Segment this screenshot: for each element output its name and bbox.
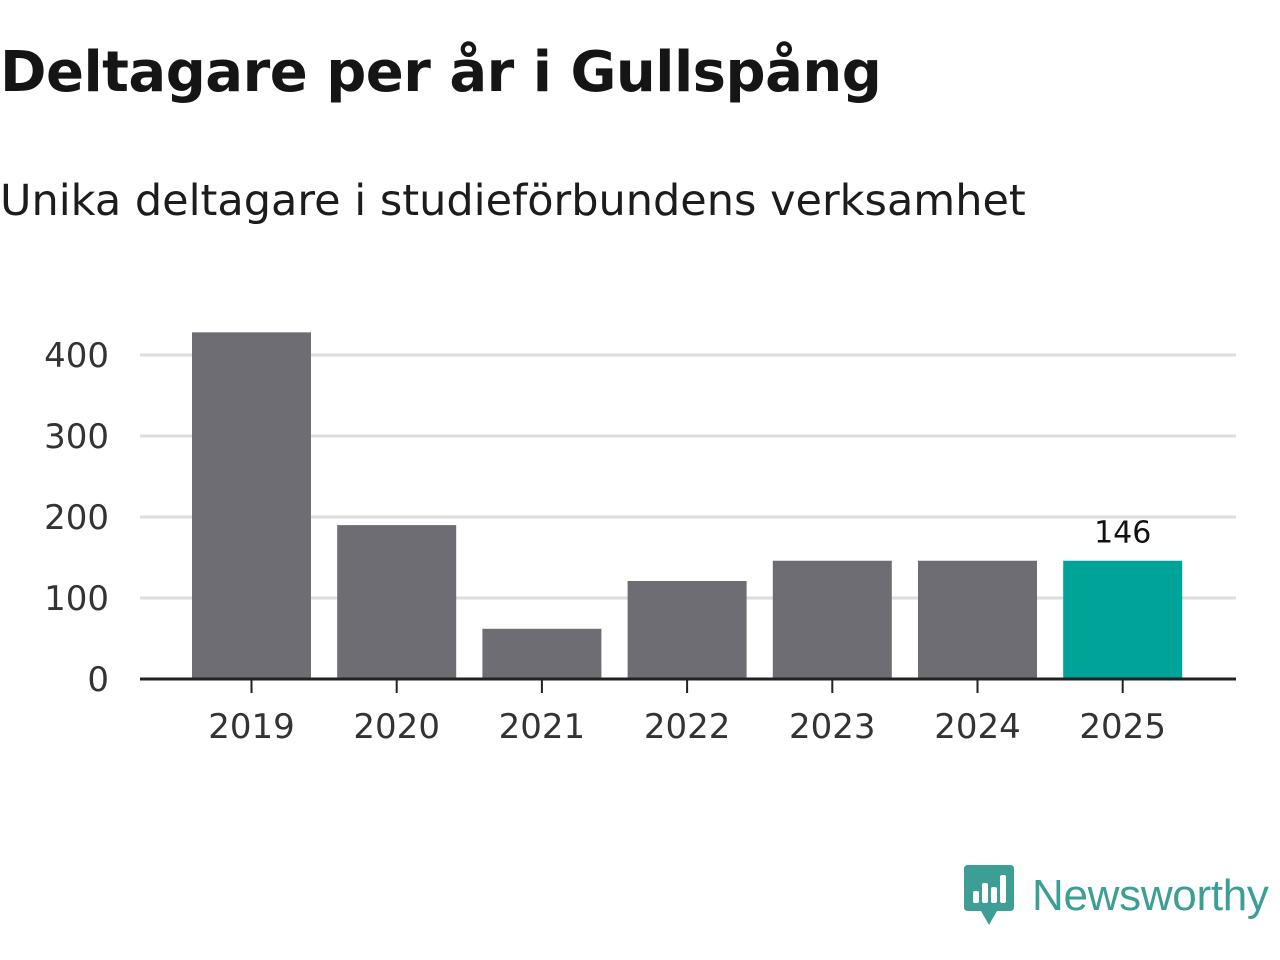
chart-title: Deltagare per år i Gullspång	[0, 40, 882, 105]
x-tick-label: 2022	[644, 707, 731, 747]
x-tick-label: 2023	[789, 707, 876, 747]
newsworthy-logo-icon	[964, 865, 1014, 925]
x-axis-ticks: 2019 2020 2021 2022 2023 2024 2025	[208, 679, 1166, 747]
y-axis-ticks: 0 100 200 300 400	[44, 336, 109, 700]
bar-2022	[627, 580, 747, 679]
x-tick-label: 2019	[208, 707, 295, 747]
data-label: 146	[1094, 516, 1151, 551]
bar-2023	[772, 560, 892, 679]
bar-2020	[337, 525, 457, 679]
bar-2025	[1063, 560, 1183, 679]
bar-2024	[918, 560, 1037, 679]
brand-name: Newsworthy	[1032, 871, 1269, 920]
y-tick-label: 300	[44, 417, 109, 457]
x-tick-label: 2025	[1079, 707, 1166, 747]
bars	[192, 332, 1183, 679]
y-tick-label: 200	[44, 498, 109, 538]
y-tick-label: 100	[44, 579, 109, 619]
x-tick-label: 2020	[353, 707, 440, 747]
bar-2019	[192, 332, 311, 679]
y-tick-label: 400	[44, 336, 109, 376]
chart-subtitle: Unika deltagare i studieförbundens verks…	[0, 176, 1026, 226]
y-tick-label: 0	[87, 660, 109, 700]
data-labels: 146	[1094, 516, 1151, 551]
bar-2021	[482, 628, 602, 679]
x-tick-label: 2021	[499, 707, 586, 747]
brand: Newsworthy	[964, 864, 1269, 928]
x-tick-label: 2024	[934, 707, 1021, 747]
